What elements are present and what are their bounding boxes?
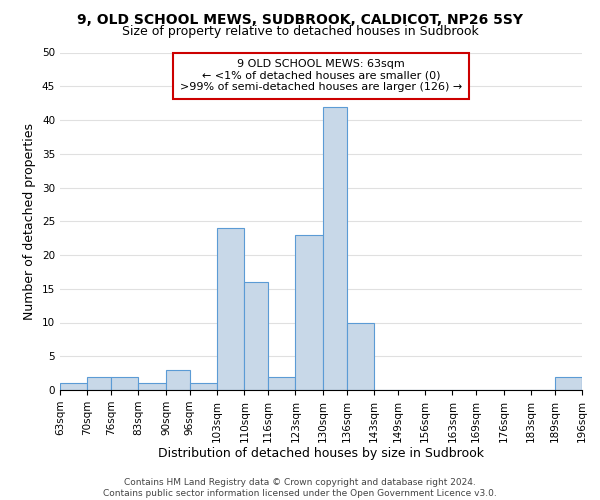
Bar [347, 322, 374, 390]
Text: 9, OLD SCHOOL MEWS, SUDBROOK, CALDICOT, NP26 5SY: 9, OLD SCHOOL MEWS, SUDBROOK, CALDICOT, … [77, 12, 523, 26]
Text: Size of property relative to detached houses in Sudbrook: Size of property relative to detached ho… [122, 25, 478, 38]
Bar [268, 376, 295, 390]
Text: 9 OLD SCHOOL MEWS: 63sqm
← <1% of detached houses are smaller (0)
>99% of semi-d: 9 OLD SCHOOL MEWS: 63sqm ← <1% of detach… [180, 59, 462, 92]
Bar [111, 376, 139, 390]
Bar [295, 235, 323, 390]
Bar [217, 228, 244, 390]
Text: Contains HM Land Registry data © Crown copyright and database right 2024.
Contai: Contains HM Land Registry data © Crown c… [103, 478, 497, 498]
Bar [190, 383, 217, 390]
Bar [244, 282, 268, 390]
Y-axis label: Number of detached properties: Number of detached properties [23, 122, 37, 320]
Bar [60, 383, 88, 390]
Bar [582, 376, 600, 390]
Bar [554, 376, 582, 390]
Bar [88, 376, 111, 390]
Bar [323, 106, 347, 390]
X-axis label: Distribution of detached houses by size in Sudbrook: Distribution of detached houses by size … [158, 448, 484, 460]
Bar [166, 370, 190, 390]
Bar [139, 383, 166, 390]
